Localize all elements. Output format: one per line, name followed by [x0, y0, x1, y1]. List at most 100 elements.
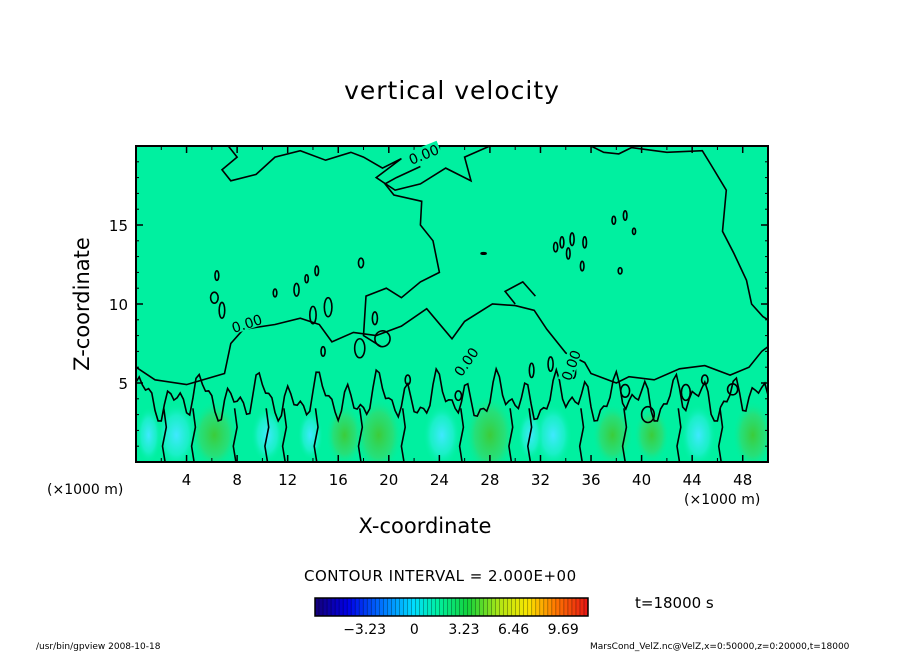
colorbar-cell: [567, 598, 573, 616]
colorbar-ticks: −3.23 0 3.23 6.46 9.69: [343, 622, 579, 638]
contour-cell: [209, 291, 219, 305]
colorbar-frame: [314, 597, 589, 617]
y-tick-label: 15: [109, 217, 128, 235]
contour-cell: [308, 305, 317, 325]
contour-label-bg: [405, 140, 442, 167]
contour-cell: [622, 209, 628, 222]
colorbar-cell: [319, 598, 324, 616]
colorbar-tick-label: 6.46: [498, 622, 529, 638]
x-tick-label: 24: [430, 471, 449, 489]
x-axis-ticks: 4 8 12 16 20 24 28 32 36 40 44 48: [160, 146, 752, 489]
updraft-blob: [464, 394, 516, 462]
y-tick-label: 5: [118, 375, 128, 393]
colorbar-cell: [535, 598, 541, 616]
colorbar-cell: [503, 598, 509, 616]
contour-cell: [272, 288, 278, 298]
contour-cell: [579, 260, 585, 272]
colorbar-cell: [531, 598, 537, 616]
contour-cell: [582, 236, 588, 249]
x-unit-right: (×1000 m): [684, 492, 761, 508]
colorbar-cell: [495, 598, 501, 616]
contour-loop: [503, 280, 536, 305]
colorbar-cell: [399, 598, 404, 616]
colorbar-cell: [359, 598, 364, 616]
contour-cell: [631, 227, 637, 236]
colorbar-cell: [315, 598, 320, 616]
colorbar-cell: [539, 598, 545, 616]
contour-finger: [264, 408, 270, 462]
updraft-blob: [732, 400, 768, 462]
updraft-blob: [190, 400, 239, 462]
contour-interval: CONTOUR INTERVAL = 2.000E+00: [304, 567, 577, 585]
colorbar-cell: [371, 598, 376, 616]
colorbar-cell: [575, 598, 581, 616]
colorbar-cell: [423, 598, 428, 616]
colorbar-cell: [331, 598, 336, 616]
contour-cell: [617, 266, 623, 275]
field-blobs: [136, 394, 768, 462]
colorbar-cell: [367, 598, 372, 616]
colorbar-cell: [323, 598, 328, 616]
contour-finger: [281, 408, 288, 462]
colorbar-cell: [555, 598, 561, 616]
x-tick-label: 12: [278, 471, 297, 489]
colorbar-cell: [411, 598, 416, 616]
contour-cell: [559, 236, 565, 249]
downdraft-blob: [136, 406, 162, 462]
contour-cell: [371, 311, 379, 326]
downdraft-blob: [422, 403, 461, 462]
time-label: t=18000 s: [635, 594, 714, 612]
y-tick-label: 10: [109, 296, 128, 314]
x-tick-label: 36: [581, 471, 600, 489]
colorbar-cell: [387, 598, 392, 616]
contour-cell: [353, 337, 366, 359]
colorbar-cell: [403, 598, 408, 616]
contour-cell: [680, 383, 692, 402]
contour-finger: [508, 408, 514, 462]
colorbar-cell: [499, 598, 505, 616]
contour-finger: [621, 408, 628, 462]
colorbar-cell: [463, 598, 469, 616]
colorbar-cell: [363, 598, 368, 616]
contour-cell: [314, 265, 320, 277]
contour-cell: [552, 241, 559, 253]
contour-cell: [700, 374, 709, 386]
contour-finger: [526, 408, 533, 462]
colorbar-tick-label: 0: [410, 622, 419, 638]
colorbar-cell: [563, 598, 569, 616]
x-unit-left: (×1000 m): [47, 482, 124, 498]
colorbar-cell: [347, 598, 352, 616]
contour-lines: [136, 146, 768, 462]
contour-cell: [547, 356, 554, 372]
contour-upper-right: [590, 146, 768, 321]
contour-cell: [374, 330, 391, 348]
contour-cell: [218, 301, 226, 320]
downdraft-blob: [680, 403, 717, 462]
colorbar-cell: [467, 598, 473, 616]
downdraft-blob: [156, 401, 197, 462]
colorbar-cell: [551, 598, 557, 616]
contour-cell: [569, 232, 575, 247]
x-tick-label: 48: [733, 471, 752, 489]
contour-cell: [640, 405, 656, 424]
colorbar-cells: [314, 598, 589, 616]
colorbar-cell: [447, 598, 452, 616]
contour-label-bg: [228, 310, 265, 335]
contour-cell: [320, 345, 326, 357]
colorbar-cell: [431, 598, 436, 616]
contour-cell: [304, 273, 310, 284]
colorbar-tick-label: 3.23: [448, 622, 479, 638]
colorbar-cell: [395, 598, 400, 616]
colorbar-cell: [419, 598, 424, 616]
downdraft-blob: [534, 403, 573, 462]
x-axis-label: X-coordinate: [358, 514, 492, 538]
colorbar-cell: [435, 598, 440, 616]
colorbar-cell: [383, 598, 388, 616]
footer-right: MarsCond_VelZ.nc@VelZ,x=0:50000,z=0:2000…: [590, 642, 850, 652]
contour-finger: [400, 408, 407, 462]
colorbar-cell: [579, 598, 585, 616]
colorbar-cell: [547, 598, 553, 616]
colorbar-cell: [427, 598, 432, 616]
